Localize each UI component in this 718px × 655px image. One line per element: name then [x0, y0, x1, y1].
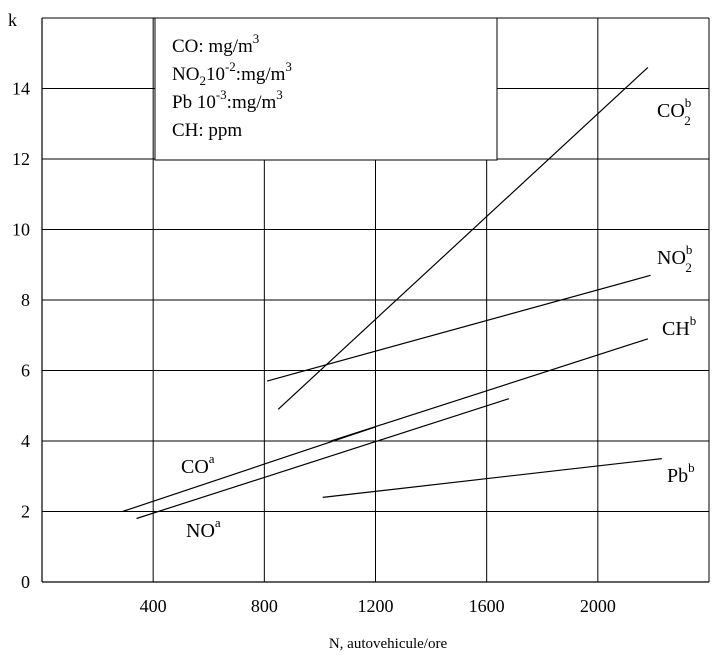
units-legend-line: CH: ppm — [172, 120, 242, 141]
series-label-4: COa — [181, 451, 215, 478]
series-line-5 — [136, 398, 510, 520]
y-tick-label: 12 — [12, 149, 30, 169]
series-label-2: CHb — [662, 313, 696, 340]
units-legend-line: CO: mg/m3 — [172, 31, 259, 57]
x-tick-label: 800 — [251, 596, 278, 616]
y-tick-label: 4 — [21, 431, 30, 451]
y-axis-label: k — [8, 10, 17, 30]
x-tick-label: 1200 — [358, 596, 394, 616]
y-tick-label: 10 — [12, 220, 30, 240]
series-line-3 — [322, 458, 662, 498]
series-line-2 — [330, 338, 649, 442]
y-tick-label: 6 — [21, 361, 30, 381]
y-tick-label: 14 — [12, 79, 30, 99]
series-line-0 — [277, 66, 649, 410]
y-tick-label: 2 — [21, 502, 30, 522]
units-legend-line: NO210-2:mg/m3 — [172, 59, 292, 88]
series-labels: COb 2 NOb 2 CHb Pbb COa NOa — [181, 95, 696, 542]
x-tick-label: 1600 — [469, 596, 505, 616]
x-tick-label: 400 — [140, 596, 167, 616]
units-legend-box — [154, 17, 498, 161]
y-tick-label: 0 — [21, 572, 30, 592]
series-line-1 — [266, 274, 651, 382]
series-label-5: NOa — [186, 515, 221, 542]
y-tick-label: 8 — [21, 290, 30, 310]
series-label-0: COb 2 — [657, 95, 691, 128]
series-lines — [122, 66, 662, 520]
grid — [42, 18, 709, 582]
series-line-4 — [122, 426, 376, 513]
series-label-1: NOb 2 — [657, 242, 692, 275]
x-axis-label: N, autovehicule/ore — [329, 636, 448, 652]
units-legend-line: Pb 10-3:mg/m3 — [172, 87, 283, 113]
series-label-3: Pbb — [667, 460, 695, 487]
x-tick-label: 2000 — [580, 596, 616, 616]
